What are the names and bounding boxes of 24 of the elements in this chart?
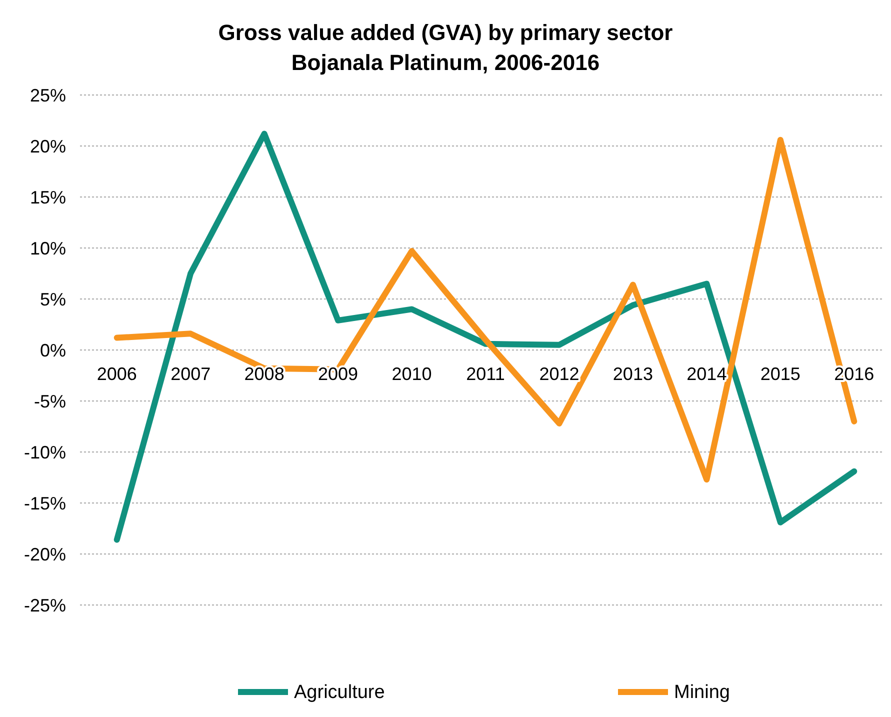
y-tick-label: -10% (24, 442, 66, 462)
x-tick-label: 2010 (392, 364, 432, 384)
x-tick-label: 2009 (318, 364, 358, 384)
x-tick-label: 2014 (686, 364, 727, 384)
y-tick-label: 10% (30, 238, 66, 258)
y-tick-label: 25% (30, 85, 66, 106)
x-tick-label: 2011 (466, 364, 505, 384)
x-tick-label: 2012 (539, 364, 580, 384)
y-tick-label: 15% (30, 187, 66, 208)
legend-label: Mining (674, 682, 730, 703)
x-tick-label: 2015 (760, 364, 800, 384)
y-tick-label: 0% (40, 340, 66, 360)
y-tick-label: 20% (30, 136, 66, 156)
legend-label: Agriculture (294, 682, 385, 703)
y-tick-label: -25% (24, 595, 66, 616)
y-tick-label: -5% (34, 391, 66, 412)
y-tick-label: -15% (24, 493, 66, 514)
x-tick-label: 2008 (244, 364, 284, 384)
x-tick-label: 2007 (170, 364, 211, 384)
y-tick-label: 5% (40, 289, 66, 310)
x-tick-label: 2006 (96, 364, 137, 384)
x-tick-label: 2013 (612, 364, 653, 384)
chart-title: Gross value added (GVA) by primary sector Bojanala Platinum, 2006-2016 (218, 20, 674, 75)
y-tick-label: -20% (24, 544, 66, 564)
